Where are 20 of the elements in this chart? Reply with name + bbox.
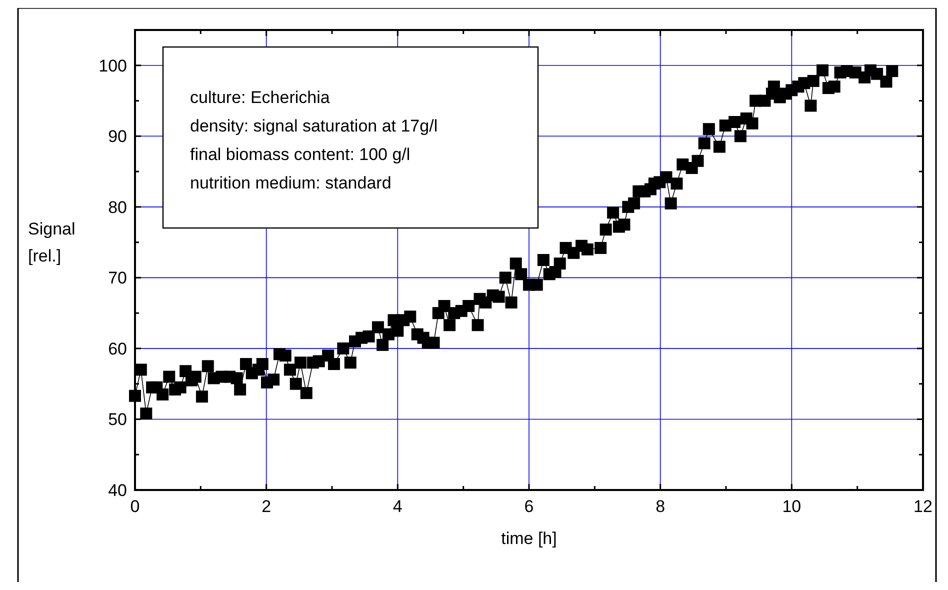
y-axis-title: Signal [rel.]: [28, 219, 76, 266]
x-tick-label: 2: [262, 497, 272, 516]
annotation: nutrition medium: standard: [190, 174, 392, 192]
x-tick-label: 10: [782, 497, 802, 516]
y-tick-label: 80: [108, 198, 127, 217]
x-tick-label: 6: [524, 497, 534, 516]
annotation: final biomass content: 100 g/l: [190, 145, 410, 164]
annotation: culture: Echerichia: [190, 88, 330, 107]
x-tick-label: 0: [130, 497, 140, 516]
y-tick-label: 100: [98, 56, 127, 76]
x-tick-label: 12: [914, 497, 932, 516]
y-tick-label: 40: [108, 481, 127, 500]
y-tick-label: 70: [108, 268, 127, 288]
x-tick-label: 4: [392, 497, 402, 516]
x-tick-label: 8: [656, 497, 666, 516]
y-tick-label: 90: [108, 127, 127, 146]
y-tick-label: 60: [108, 339, 127, 358]
x-axis-title: time [h]: [501, 529, 557, 548]
y-tick-label: 50: [108, 410, 127, 430]
annotation: density: signal saturation at 17g/l: [190, 116, 438, 136]
